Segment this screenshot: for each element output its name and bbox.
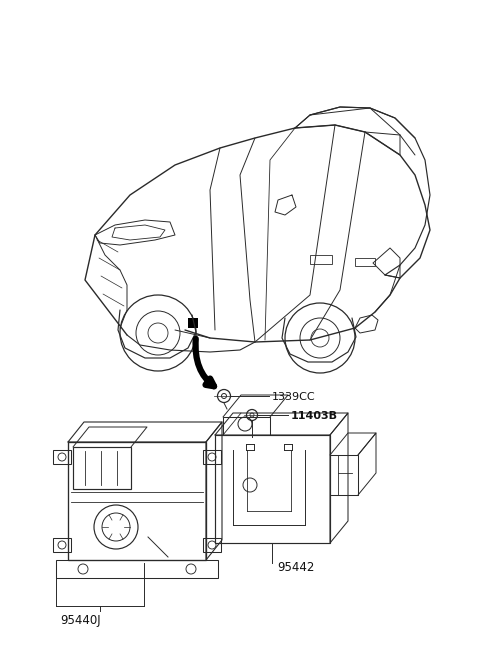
Bar [215,435,330,543]
Bar [310,255,332,264]
Bar [203,538,221,552]
Text: 95442: 95442 [277,561,314,574]
Bar [73,447,131,489]
Bar [53,450,71,464]
Text: 95440J: 95440J [60,614,101,627]
Bar [56,560,218,578]
Bar [53,538,71,552]
Bar [355,258,375,266]
Bar [188,318,198,328]
FancyArrowPatch shape [195,338,214,386]
Bar [203,450,221,464]
Text: 11403B: 11403B [291,411,338,421]
Text: 1339CC: 1339CC [272,392,316,402]
Bar [68,442,206,560]
